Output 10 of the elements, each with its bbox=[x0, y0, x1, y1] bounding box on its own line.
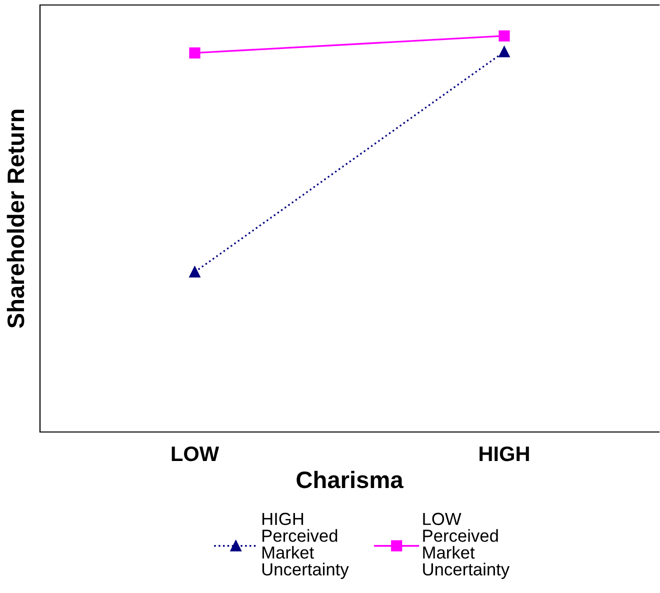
x-axis-title: Charisma bbox=[296, 470, 404, 488]
point bbox=[189, 47, 200, 58]
point bbox=[498, 30, 510, 42]
x-tick-label: HIGH bbox=[480, 446, 529, 462]
legend-label: HIGH Perceived Market Uncertainty bbox=[262, 512, 349, 579]
y-axis-title: Shareholder Return bbox=[6, 110, 24, 328]
point bbox=[189, 266, 200, 278]
point bbox=[498, 46, 510, 58]
legend-label: LOW Perceived Market Uncertainty bbox=[423, 512, 510, 579]
x-tick-label: LOW bbox=[172, 446, 220, 462]
